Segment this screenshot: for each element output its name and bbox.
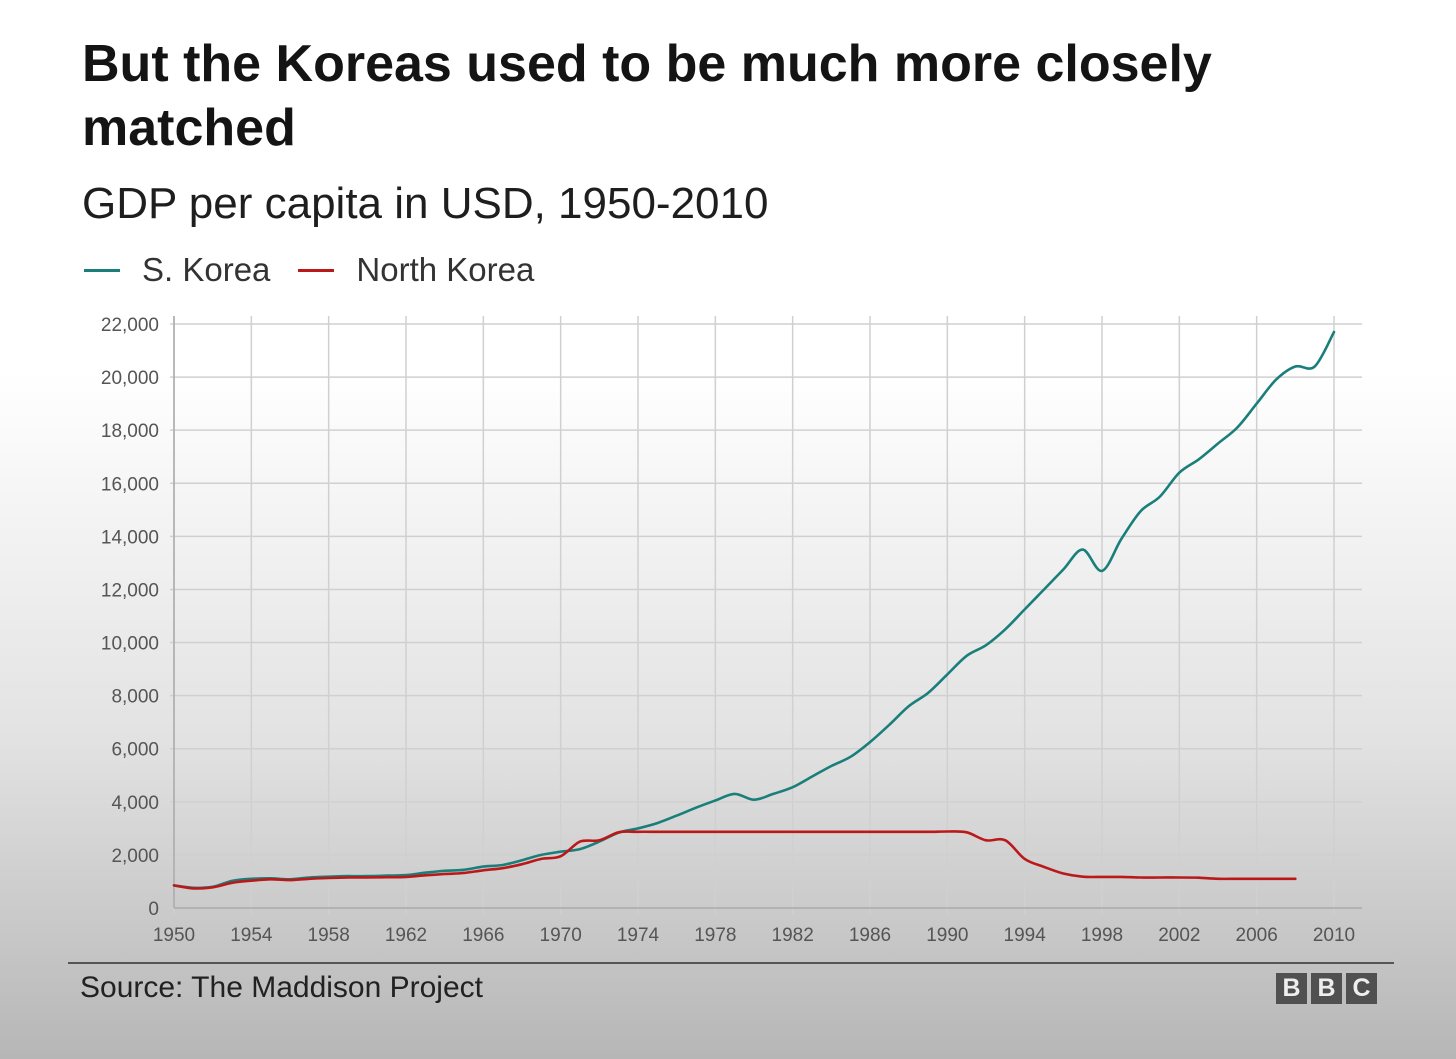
legend-item-north-korea: North Korea [298,251,534,289]
y-tick-label: 20,000 [101,368,159,389]
legend-swatch-s-korea [84,268,120,272]
x-tick-label: 1986 [849,925,891,946]
y-tick-label: 2,000 [111,846,159,867]
x-tick-label: 2002 [1158,925,1200,946]
chart-legend: S. Korea North Korea [84,250,562,290]
x-tick-label: 1954 [230,925,273,946]
x-tick-label: 1990 [926,925,968,946]
x-tick-label: 1974 [617,925,660,946]
series-line-north-korea [172,830,1297,890]
y-tick-label: 16,000 [101,474,159,495]
x-tick-label: 1998 [1081,925,1123,946]
y-tick-label: 14,000 [101,527,159,548]
y-tick-label: 12,000 [101,580,159,601]
x-tick-label: 1994 [1004,925,1047,946]
x-tick-label: 1966 [462,925,504,946]
y-tick-label: 4,000 [111,793,159,814]
x-tick-label: 1982 [772,925,814,946]
x-tick-label: 1962 [385,925,427,946]
legend-item-s-korea: S. Korea [84,251,270,289]
x-tick-label: 1978 [694,925,736,946]
legend-label-s-korea: S. Korea [142,251,271,288]
bbc-logo: B B C [1276,973,1381,1004]
x-tick-label: 2010 [1313,925,1355,946]
legend-label-north-korea: North Korea [356,251,535,288]
y-tick-label: 10,000 [101,634,159,655]
bbc-logo-letter: C [1346,973,1377,1004]
y-tick-label: 0 [148,899,159,920]
legend-swatch-north-korea [298,268,335,272]
series-line-s-korea [172,330,1336,890]
y-tick-label: 22,000 [101,315,159,336]
bbc-logo-letter: B [1311,973,1342,1004]
y-tick-label: 6,000 [111,740,159,761]
x-tick-label: 1970 [540,925,582,946]
y-tick-label: 18,000 [101,421,159,442]
bbc-logo-letter: B [1276,973,1307,1004]
chart-subtitle: GDP per capita in USD, 1950-2010 [82,179,769,228]
chart-title: But the Koreas used to be much more clos… [82,35,1212,157]
x-tick-label: 1958 [308,925,350,946]
source-note: Source: The Maddison Project [80,971,483,1004]
x-tick-label: 2006 [1236,925,1278,946]
y-tick-label: 8,000 [111,687,159,708]
footer-divider [68,962,1394,964]
x-tick-label: 1950 [153,925,195,946]
